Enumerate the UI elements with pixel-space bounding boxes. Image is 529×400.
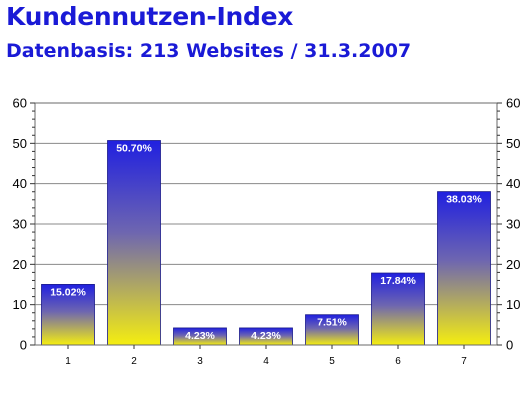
data-label-4: 4.23%	[251, 330, 281, 342]
y-tick-label-left: 40	[13, 176, 27, 191]
x-tick-label-4: 4	[263, 356, 269, 367]
bar-7	[437, 191, 491, 346]
bar-2	[107, 140, 161, 346]
y-tick-label-left: 30	[13, 217, 27, 232]
bar-1	[41, 284, 95, 346]
x-tick-label-3: 3	[197, 356, 203, 367]
chart-title: Kundennutzen-Index	[6, 2, 294, 31]
data-label-1: 15.02%	[50, 286, 86, 298]
data-label-2: 50.70%	[116, 143, 152, 155]
data-label-3: 4.23%	[185, 330, 215, 342]
x-tick-label-6: 6	[395, 356, 401, 367]
y-tick-label-left: 10	[13, 297, 27, 312]
y-tick-label-right: 10	[506, 297, 520, 312]
y-tick-label-right: 60	[506, 96, 520, 111]
x-tick-label-2: 2	[131, 356, 137, 367]
y-tick-label-right: 50	[506, 136, 520, 151]
x-tick-label-1: 1	[65, 356, 71, 367]
y-tick-label-left: 60	[13, 96, 27, 111]
y-tick-label-right: 0	[506, 338, 513, 353]
y-tick-label-right: 20	[506, 257, 520, 272]
data-label-6: 17.84%	[380, 275, 416, 287]
data-label-5: 7.51%	[317, 317, 347, 329]
chart-subtitle: Datenbasis: 213 Websites / 31.3.2007	[6, 40, 412, 62]
y-tick-label-left: 20	[13, 257, 27, 272]
x-tick-label-7: 7	[461, 356, 467, 367]
y-tick-label-left: 50	[13, 136, 27, 151]
data-label-7: 38.03%	[446, 194, 482, 206]
x-tick-label-5: 5	[329, 356, 335, 367]
y-tick-label-right: 40	[506, 176, 520, 191]
y-tick-label-right: 30	[506, 217, 520, 232]
y-tick-label-left: 0	[20, 338, 27, 353]
